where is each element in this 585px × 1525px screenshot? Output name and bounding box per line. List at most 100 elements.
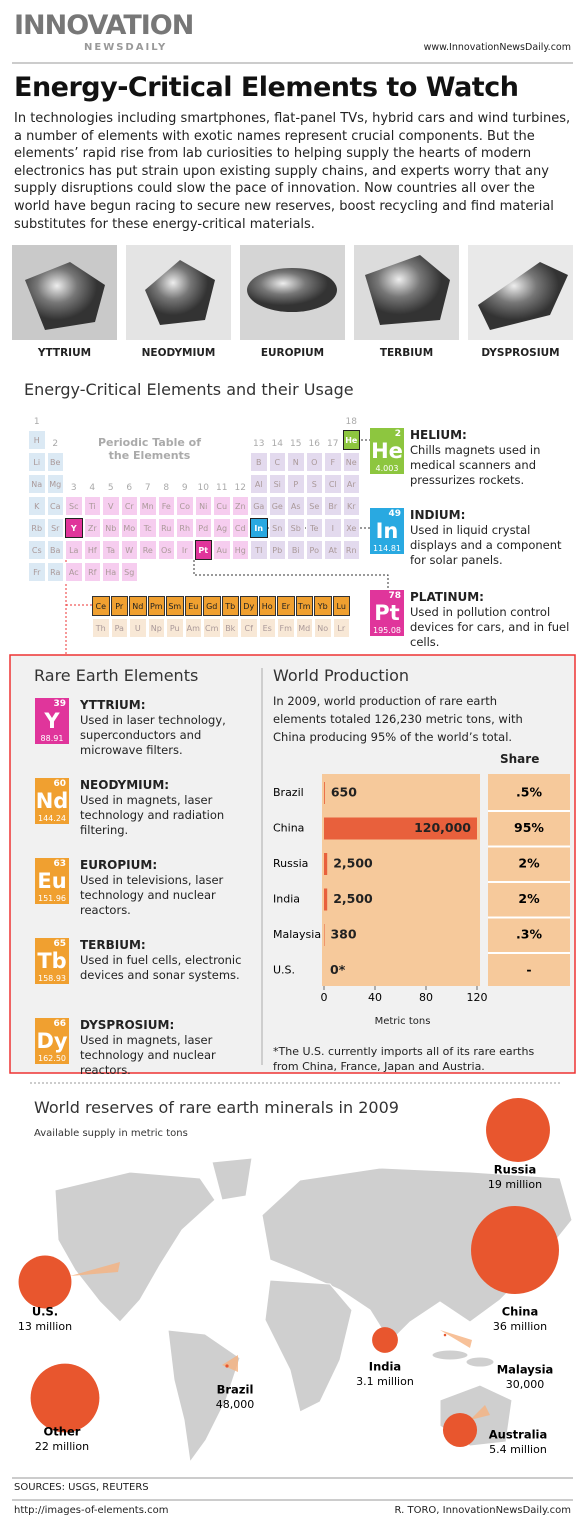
logo: INNOVATION [14, 10, 194, 41]
bar-label: 2,500 [333, 856, 373, 871]
element-cell: Cr [120, 496, 138, 516]
element-cell: Tm [295, 596, 313, 616]
element-usage: Used in laser technology, superconductor… [80, 713, 226, 757]
element-cell: Lu [332, 596, 350, 616]
bubble-name: China [502, 1305, 539, 1319]
element-cell: Nd [129, 596, 147, 616]
share-label: .5% [516, 785, 542, 800]
element-tile: 39 Y 88.91 [35, 698, 69, 744]
element-cell: Rn [342, 540, 360, 560]
element-cell: Fm [277, 618, 295, 638]
element-name: INDIUM: [410, 508, 466, 522]
element-cell: Zn [231, 496, 249, 516]
element-cell: C [268, 452, 286, 472]
element-usage: Used in fuel cells, electronic devices a… [80, 953, 242, 982]
bubble-name: Russia [494, 1163, 536, 1177]
element-cell: Li [28, 452, 46, 472]
element-cell: I [324, 518, 342, 538]
symbol: Tb [37, 949, 67, 973]
share-label: 2% [518, 891, 540, 906]
element-cell: Ta [102, 540, 120, 560]
pointers [70, 1262, 490, 1420]
island [465, 1356, 495, 1368]
group-label: 14 [271, 439, 283, 449]
rare-earth-panel [9, 654, 576, 1074]
element-cell: Hg [231, 540, 249, 560]
element-cell: Fr [28, 562, 46, 582]
element-cell: Ni [194, 496, 212, 516]
element-cell: Cd [231, 518, 249, 538]
element-cell: Os [157, 540, 175, 560]
x-tick-label: 80 [419, 991, 433, 1004]
element-cell: Zr [83, 518, 101, 538]
group-label: 10 [197, 483, 209, 493]
bubble-name: U.S. [32, 1305, 58, 1319]
element-cell: Rf [83, 562, 101, 582]
bubble-value: 13 million [18, 1320, 72, 1333]
group-label: 17 [327, 439, 339, 449]
pointer [440, 1330, 472, 1348]
element-cell: Ag [213, 518, 231, 538]
element-cell: Ra [46, 562, 64, 582]
element-cell: Si [268, 474, 286, 494]
bubble-value: 22 million [35, 1440, 89, 1453]
element-usage: Used in magnets, laser technology and nu… [80, 1033, 216, 1077]
element-cell: Te [305, 518, 323, 538]
element-cell: At [324, 540, 342, 560]
group-label: 5 [107, 483, 114, 493]
photo-sample [365, 255, 450, 325]
element-cell: Eu [184, 596, 202, 616]
bubble-value: 3.1 million [356, 1375, 414, 1388]
continent [211, 1157, 253, 1201]
element-cell: Sg [120, 562, 138, 582]
group-label: 1 [33, 417, 40, 427]
pointer [70, 1262, 120, 1276]
element-name: TERBIUM: [80, 938, 146, 952]
atomic-number: 2 [394, 429, 401, 439]
element-cell: Bk [221, 618, 239, 638]
atomic-number: 65 [53, 939, 66, 949]
atomic-number: 78 [388, 591, 401, 601]
element-cell: Tc [139, 518, 157, 538]
bubble-name: India [369, 1360, 401, 1374]
element-cell: Ru [157, 518, 175, 538]
element-cell: No [314, 618, 332, 638]
element-cell: Rb [28, 518, 46, 538]
photo-credit: http://images-of-elements.com [14, 1505, 169, 1516]
group-label: 11 [216, 483, 228, 493]
element-cell: Np [147, 618, 165, 638]
element-cell: Br [324, 496, 342, 516]
element-cell: Hf [83, 540, 101, 560]
atomic-number: 66 [53, 1019, 66, 1029]
connector [193, 560, 389, 590]
photo-label: YTTRIUM [37, 347, 92, 359]
atomic-number: 63 [53, 859, 66, 869]
element-cell: S [305, 474, 323, 494]
symbol: In [375, 519, 399, 543]
element-cell: Pa [110, 618, 128, 638]
element-cell: O [305, 452, 323, 472]
element-cell: Bi [287, 540, 305, 560]
intro: In technologies including smartphones, f… [14, 111, 571, 232]
share-label: 2% [518, 856, 540, 871]
element-cell: Pu [166, 618, 184, 638]
bubble [372, 1327, 398, 1353]
element-tile: 60 Nd 144.24 [35, 778, 69, 824]
section-title: World reserves of rare earth minerals in… [34, 1098, 399, 1117]
bar [324, 888, 328, 911]
group-label: 15 [290, 439, 302, 449]
category-label: Russia [273, 857, 308, 870]
element-cell: Th [92, 618, 110, 638]
element-cell: Nb [102, 518, 120, 538]
share-header: Share [500, 752, 540, 766]
bubble-value: 30,000 [506, 1378, 545, 1391]
element-cell: Sm [166, 596, 184, 616]
bar-label: 0* [330, 962, 346, 977]
element-cell: V [102, 496, 120, 516]
element-cell: Rh [176, 518, 194, 538]
element-tile: 63 Eu 151.96 [35, 858, 69, 904]
sources: SOURCES: USGS, REUTERS [14, 1482, 149, 1493]
bar [324, 817, 477, 840]
element-name: PLATINUM: [410, 590, 484, 604]
category-label: China [273, 822, 304, 835]
